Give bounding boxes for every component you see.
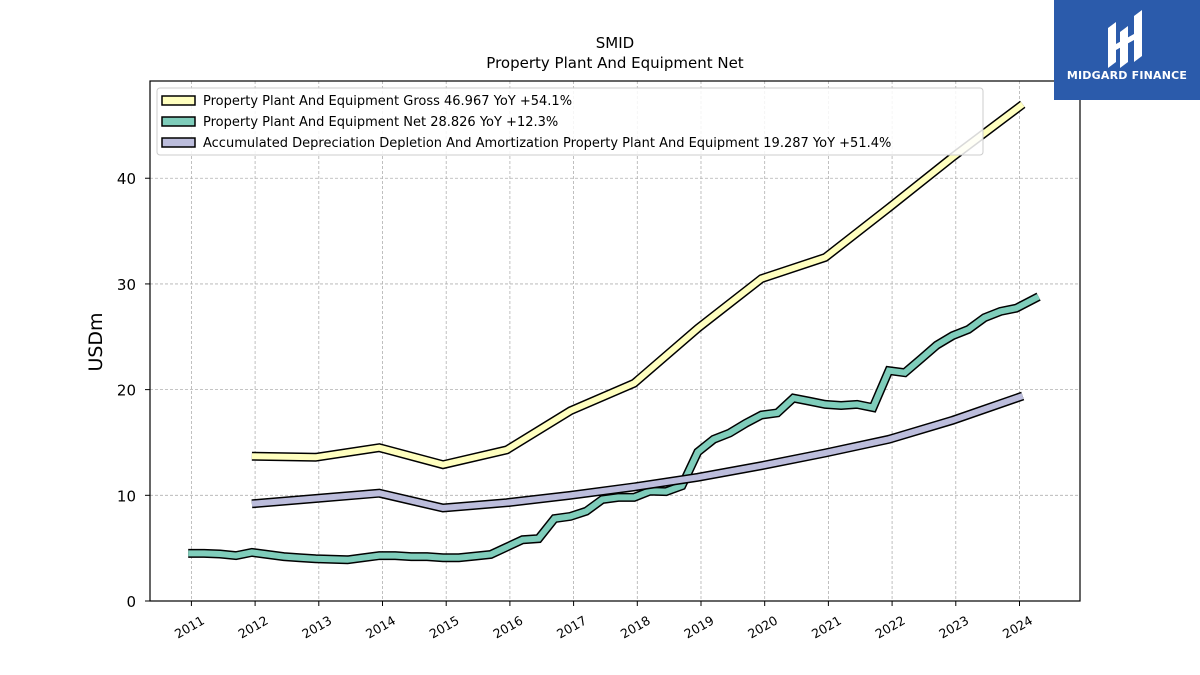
chart-title: SMID (596, 34, 634, 52)
x-tick-label: 2019 (681, 613, 716, 642)
x-tick-label: 2016 (490, 613, 525, 642)
x-tick-label: 2015 (427, 613, 462, 642)
legend-box (156, 87, 984, 156)
grid (150, 81, 1080, 601)
x-tick-label: 2024 (1000, 613, 1035, 642)
series-layer (188, 100, 1041, 565)
logo-mark-icon (1108, 10, 1142, 68)
x-tick-label: 2020 (745, 613, 780, 642)
x-tick-label: 2021 (809, 613, 844, 642)
x-tick-label: 2013 (299, 613, 334, 642)
x-tick-label: 2012 (236, 613, 271, 642)
y-tick-label: 30 (117, 276, 136, 294)
series-line-2 (251, 393, 1024, 512)
y-axis-label: USDm (85, 312, 107, 371)
x-tick-label: 2017 (554, 613, 589, 642)
y-tick-label: 0 (126, 593, 136, 611)
y-tick-label: 40 (117, 170, 136, 188)
y-tick-label: 20 (117, 382, 136, 400)
legend-swatch-2 (161, 137, 196, 148)
legend: Property Plant And Equipment Gross 46.96… (156, 87, 984, 156)
x-tick-label: 2018 (618, 613, 653, 642)
x-tick-label: 2022 (873, 613, 908, 642)
x-tick-label: 2014 (363, 613, 398, 642)
legend-label-2: Accumulated Depreciation Depletion And A… (203, 136, 891, 151)
x-tick-label: 2011 (172, 613, 207, 642)
legend-swatch-1 (161, 116, 196, 127)
logo-text: MIDGARD FINANCE (1066, 69, 1188, 82)
midgard-finance-logo: MIDGARD FINANCE (1054, 0, 1200, 100)
x-tick-label: 2023 (936, 613, 971, 642)
y-tick-label: 10 (117, 487, 136, 505)
series-line-1 (188, 293, 1040, 563)
legend-label-1: Property Plant And Equipment Net 28.826 … (203, 115, 558, 130)
plot-area-frame (149, 80, 1081, 602)
legend-swatch-0 (161, 95, 196, 106)
legend-label-0: Property Plant And Equipment Gross 46.96… (203, 94, 572, 109)
chart-subtitle: Property Plant And Equipment Net (486, 54, 743, 72)
series-line-0 (251, 101, 1025, 468)
